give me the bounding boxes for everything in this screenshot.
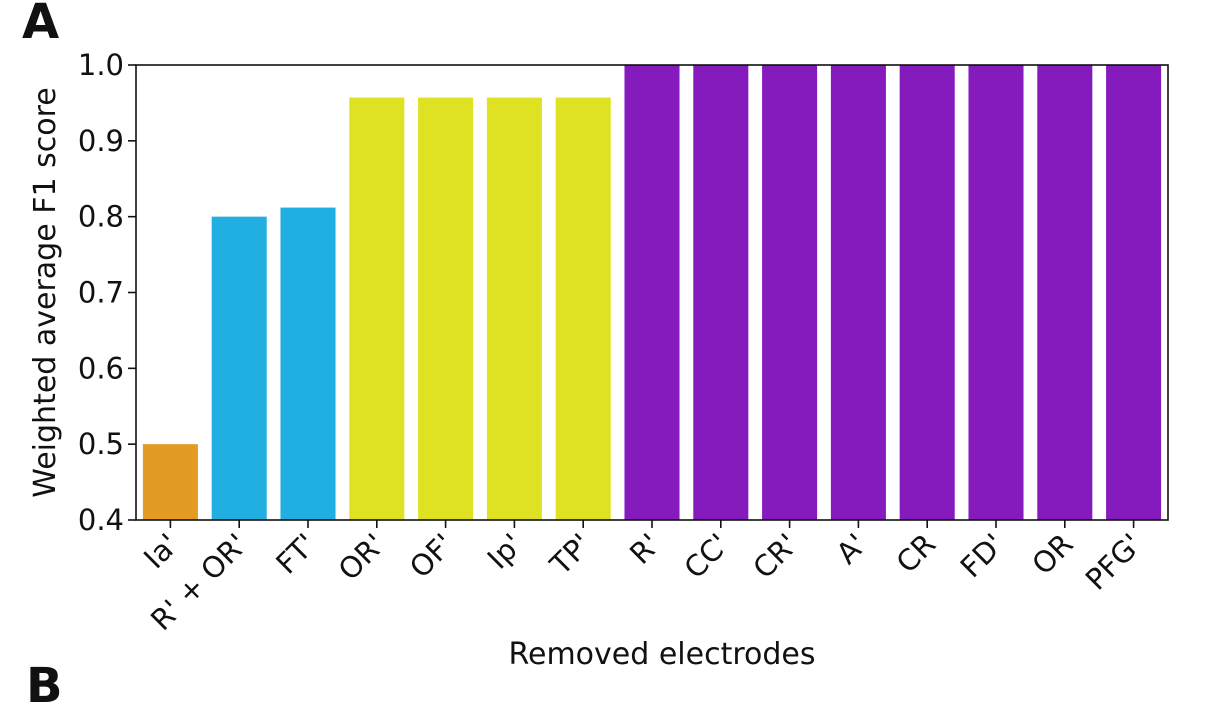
bar-8 bbox=[693, 65, 749, 520]
bar-14 bbox=[1106, 65, 1162, 520]
x-tick-label-14: PFG' bbox=[1079, 527, 1149, 597]
plot-frame bbox=[135, 64, 1169, 521]
bar-4 bbox=[418, 97, 474, 520]
bar-0 bbox=[142, 444, 198, 520]
bar-13 bbox=[1037, 65, 1093, 520]
bar-9 bbox=[762, 65, 818, 520]
x-tick-label-6: TP' bbox=[543, 527, 598, 582]
y-tick-label-2: 0.6 bbox=[78, 351, 124, 385]
bar-12 bbox=[968, 65, 1024, 520]
bar-chart: 0.40.50.60.70.80.91.0 Ia'R' + OR' FT' OR' O… bbox=[28, 48, 1169, 672]
x-tick-label-8: CC' bbox=[677, 527, 735, 585]
bar-7 bbox=[624, 65, 680, 520]
x-tick-label-5: Ip' bbox=[481, 527, 530, 576]
y-axis-title: Weighted average F1 score bbox=[28, 87, 63, 497]
x-tick-label-7: R' bbox=[623, 527, 667, 571]
bar-3 bbox=[349, 97, 405, 520]
x-tick-label-4: OF' bbox=[403, 527, 461, 585]
x-tick-label-12: FD' bbox=[954, 527, 1011, 584]
y-tick-label-6: 1.0 bbox=[78, 48, 124, 82]
x-tick-label-9: CR' bbox=[746, 527, 804, 585]
x-tick-label-0: Ia' bbox=[137, 527, 185, 575]
y-tick-label-1: 0.5 bbox=[78, 427, 124, 461]
x-tick-label-2: FT' bbox=[269, 527, 323, 581]
y-tick-label-4: 0.8 bbox=[78, 200, 124, 234]
panel-label: A bbox=[22, 0, 60, 50]
x-axis: Ia'R' + OR' FT' OR' OF' Ip' TP' R' CC' CR' A' CR FD… bbox=[137, 520, 1149, 637]
x-tick-label-3: OR' bbox=[332, 527, 392, 587]
y-tick-label-0: 0.4 bbox=[78, 503, 124, 537]
bar-1 bbox=[211, 216, 267, 520]
bars-group bbox=[142, 65, 1162, 521]
x-axis-title: Removed electrodes bbox=[509, 637, 816, 672]
y-tick-label-5: 0.9 bbox=[78, 124, 124, 158]
bar-11 bbox=[899, 65, 955, 520]
bar-6 bbox=[555, 97, 611, 520]
y-axis: 0.4 0.5 0.6 0.7 0.8 0.9 1.0 bbox=[78, 48, 136, 537]
x-tick-label-11: CR bbox=[890, 527, 943, 580]
bar-5 bbox=[486, 97, 542, 520]
x-tick-label-10: A' bbox=[830, 527, 874, 571]
y-tick-label-3: 0.7 bbox=[78, 276, 124, 310]
bar-10 bbox=[830, 65, 886, 520]
x-tick-label-13: OR bbox=[1025, 527, 1079, 581]
bar-2 bbox=[280, 207, 336, 521]
